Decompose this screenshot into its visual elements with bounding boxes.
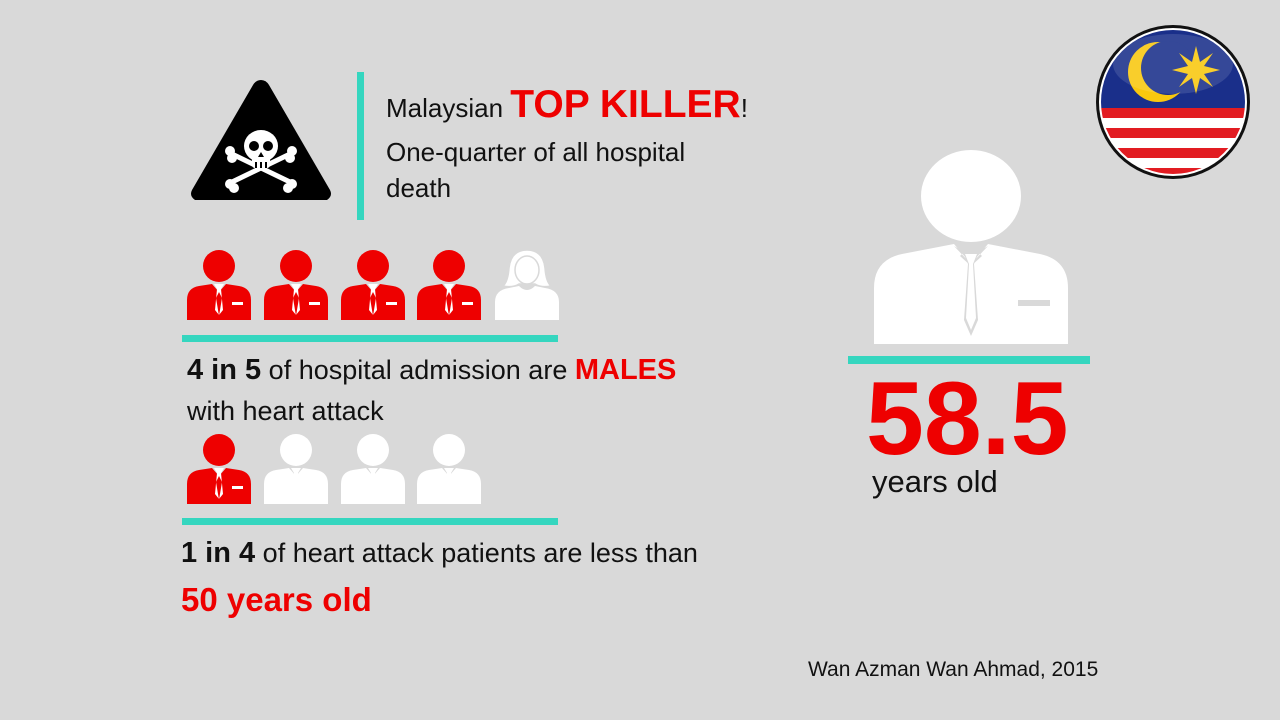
young-stat-highlight: 50 years old (181, 581, 372, 618)
male-icon (415, 248, 483, 320)
average-age-value: 58.5 (866, 361, 1069, 477)
young-stat-text: of heart attack patients are less than (262, 538, 698, 568)
male-icon (185, 432, 253, 504)
male-icon (262, 432, 330, 504)
male-icon (415, 432, 483, 504)
males-divider (182, 335, 558, 342)
males-stat-text: of hospital admission are (268, 355, 568, 385)
males-stat-line1: 4 in 5 of hospital admission are MALES (187, 352, 676, 388)
headline-subtitle-line1: One-quarter of all hospital (386, 137, 686, 167)
headline-suffix: ! (740, 93, 748, 123)
male-icon (185, 248, 253, 320)
young-patients-divider (182, 518, 558, 525)
headline: Malaysian TOP KILLER! (386, 80, 748, 133)
headline-prefix: Malaysian (386, 93, 504, 123)
headline-highlight: TOP KILLER (510, 83, 741, 126)
average-age-unit: years old (872, 464, 998, 499)
female-icon (493, 248, 561, 320)
male-icon (339, 432, 407, 504)
males-stat-highlight: MALES (574, 354, 677, 386)
header-divider (357, 72, 364, 220)
source-credit: Wan Azman Wan Ahmad, 2015 (808, 658, 1099, 681)
average-age-divider (848, 356, 1090, 364)
skull-warning-icon (191, 80, 331, 200)
males-stat-line2: with heart attack (187, 396, 384, 426)
young-stat-number: 1 in 4 (181, 537, 256, 569)
young-stat-line1: 1 in 4 of heart attack patients are less… (181, 534, 698, 572)
malaysia-flag-icon (1096, 25, 1250, 179)
businessman-icon (874, 150, 1068, 344)
male-icon (339, 248, 407, 320)
male-icon (262, 248, 330, 320)
headline-subtitle-line2: death (386, 173, 452, 203)
males-stat-number: 4 in 5 (187, 354, 262, 386)
